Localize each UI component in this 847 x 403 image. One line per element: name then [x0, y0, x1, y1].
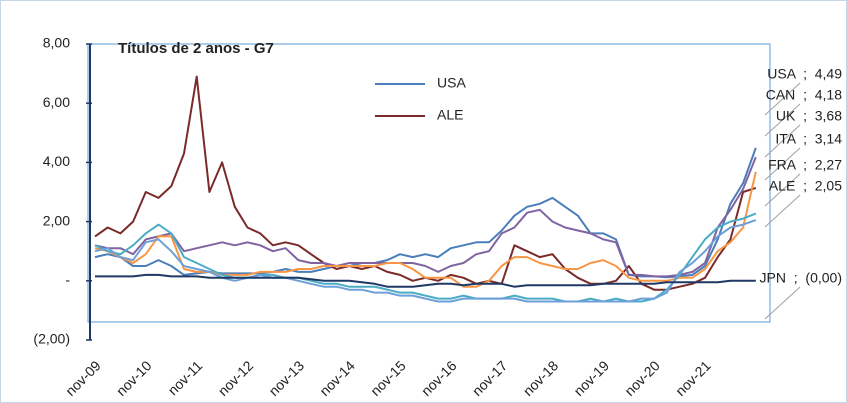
- leader-line: [764, 286, 801, 320]
- plot-border: [87, 43, 771, 323]
- annotation: USA ; 4,49: [767, 66, 842, 82]
- legend-label: ALE: [437, 107, 463, 123]
- annotation: ITA ; 3,14: [775, 131, 842, 147]
- leader-line: [764, 124, 801, 158]
- series-line: [94, 212, 757, 303]
- legend-label: USA: [437, 75, 466, 91]
- y-tick-label: 4,00: [43, 153, 70, 169]
- annotation: UK ; 3,68: [776, 108, 842, 124]
- leader-line: [764, 103, 801, 137]
- y-tick-label: 6,00: [43, 94, 70, 110]
- y-tick-label: 8,00: [43, 35, 70, 51]
- annotation: FRA ; 2,27: [768, 157, 842, 173]
- chart-title: Títulos de 2 anos - G7: [118, 40, 274, 57]
- series-line: [95, 273, 756, 288]
- annotation: CAN ; 4,18: [766, 87, 842, 103]
- annotation: ALE ; 2,05: [769, 178, 842, 194]
- y-tick-label: (2,00): [33, 331, 70, 347]
- leader-line: [764, 147, 801, 181]
- series-line: [94, 219, 757, 303]
- annotation: JPN ; (0,00): [760, 270, 842, 286]
- y-tick-label: 2,00: [43, 212, 70, 228]
- leader-line: [764, 82, 801, 116]
- leader-line: [764, 173, 801, 207]
- series-line: [94, 156, 757, 278]
- y-tick-label: -: [65, 272, 70, 288]
- leader-line: [764, 194, 801, 228]
